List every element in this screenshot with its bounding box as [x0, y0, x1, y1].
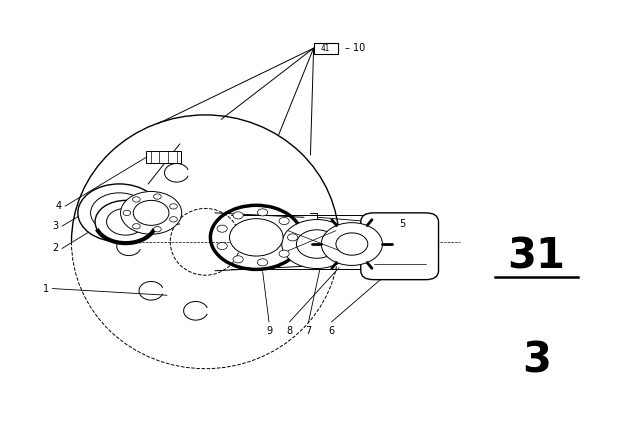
Text: 31: 31 [508, 236, 566, 277]
Text: 3: 3 [522, 340, 551, 382]
Circle shape [296, 230, 337, 258]
Text: 2: 2 [52, 243, 59, 254]
Circle shape [336, 233, 368, 255]
Text: 6: 6 [328, 327, 335, 336]
Circle shape [230, 219, 283, 256]
Circle shape [279, 250, 289, 257]
Circle shape [282, 220, 352, 268]
Circle shape [257, 259, 268, 266]
Circle shape [132, 197, 140, 202]
Text: 1: 1 [43, 284, 49, 293]
Text: 4: 4 [56, 201, 61, 211]
Circle shape [95, 200, 156, 243]
Circle shape [321, 223, 383, 265]
Text: 41: 41 [321, 43, 330, 52]
Circle shape [78, 184, 161, 242]
Text: 8: 8 [286, 327, 292, 336]
Circle shape [217, 242, 227, 250]
Circle shape [279, 217, 289, 224]
Bar [314, 43, 337, 54]
Circle shape [154, 227, 161, 232]
Circle shape [217, 225, 227, 232]
Circle shape [106, 208, 145, 235]
Circle shape [170, 204, 177, 209]
Circle shape [233, 212, 243, 219]
Text: 3: 3 [52, 221, 58, 231]
Circle shape [257, 209, 268, 216]
Circle shape [91, 193, 148, 233]
Text: 9: 9 [266, 327, 272, 336]
Text: – 10: – 10 [346, 43, 365, 53]
Circle shape [170, 217, 177, 222]
Circle shape [287, 234, 298, 241]
Circle shape [123, 210, 131, 215]
Circle shape [154, 194, 161, 199]
Circle shape [233, 256, 243, 263]
Bar [147, 151, 181, 164]
Circle shape [132, 224, 140, 229]
Circle shape [120, 191, 182, 234]
FancyBboxPatch shape [361, 213, 438, 280]
Text: 7: 7 [305, 327, 312, 336]
Text: 5: 5 [399, 219, 406, 229]
Circle shape [133, 200, 169, 225]
